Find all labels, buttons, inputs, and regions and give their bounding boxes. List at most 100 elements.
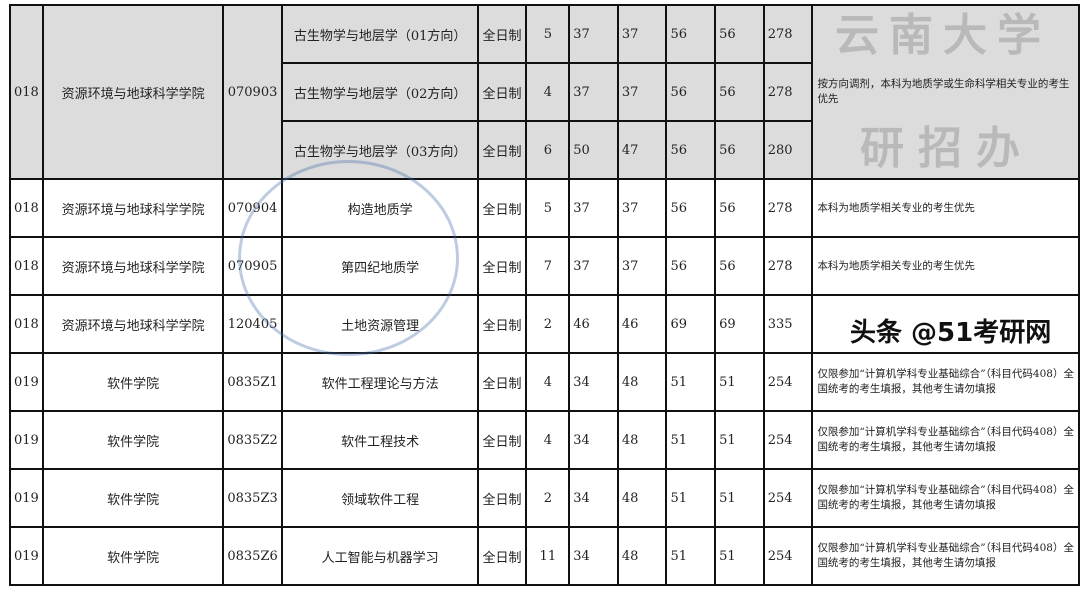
study-mode: 全日制 [477, 294, 528, 354]
remarks: 本科为地质学相关专业的考生优先 [811, 178, 1080, 238]
score-subject-1: 51 [665, 352, 717, 412]
table-row: 018 资源环境与地球科学学院 070905 第四纪地质学 全日制 7 37 37 56 56 27… [9, 236, 1080, 296]
score-subject-2: 56 [714, 4, 765, 64]
score-subject-2: 56 [714, 236, 765, 296]
table-row: 019 软件学院 0835Z2 软件工程技术 全日制 4 34 48 51 51 254 仅限参加“计… [9, 410, 1080, 470]
college-number: 018 [9, 294, 44, 354]
study-mode: 全日制 [477, 62, 528, 122]
score-subject-1: 51 [665, 410, 717, 470]
score-subject-2: 51 [714, 468, 765, 528]
college-number: 019 [9, 526, 44, 586]
major-code: 0835Z3 [222, 468, 283, 528]
major-name: 古生物学与地层学（03方向） [280, 120, 480, 180]
enrollment-plan: 11 [525, 526, 571, 586]
college-number: 019 [9, 410, 44, 470]
score-subject-2: 51 [714, 352, 765, 412]
score-total: 280 [762, 120, 814, 180]
enrollment-plan: 5 [525, 4, 571, 64]
major-name: 构造地质学 [280, 178, 480, 238]
college-number: 018 [9, 178, 44, 238]
college-number: 019 [9, 352, 44, 412]
remarks: 仅限参加“计算机学科专业基础综合”（科目代码408）全国统考的考生填报，其他考生… [811, 410, 1080, 470]
score-total: 254 [762, 526, 814, 586]
score-subject-1: 56 [665, 120, 717, 180]
major-name: 第四纪地质学 [280, 236, 480, 296]
score-foreign-language: 48 [616, 526, 668, 586]
score-subject-2: 51 [714, 526, 765, 586]
remarks [811, 294, 1080, 354]
enrollment-plan: 5 [525, 178, 571, 238]
score-total: 254 [762, 468, 814, 528]
study-mode: 全日制 [477, 352, 528, 412]
study-mode: 全日制 [477, 120, 528, 180]
admission-score-table: 018 资源环境与地球科学学院 070903 古生物学与地层学（01方向） 全日制 5 37… [9, 4, 1080, 586]
score-politics: 46 [568, 294, 619, 354]
score-politics: 37 [568, 62, 619, 122]
college-name: 软件学院 [41, 526, 225, 586]
major-code: 120405 [222, 294, 283, 354]
table-row: 019 软件学院 0835Z3 领域软件工程 全日制 2 34 48 51 51 254 仅限参加“计… [9, 468, 1080, 528]
college-name: 资源环境与地球科学学院 [41, 294, 225, 354]
score-foreign-language: 37 [616, 62, 668, 122]
remarks: 仅限参加“计算机学科专业基础综合”（科目代码408）全国统考的考生填报，其他考生… [811, 468, 1080, 528]
score-politics: 34 [568, 468, 619, 528]
score-total: 278 [762, 4, 814, 64]
major-code: 0835Z2 [222, 410, 283, 470]
major-name: 古生物学与地层学（02方向） [280, 62, 480, 122]
college-name: 软件学院 [41, 468, 225, 528]
major-name: 领域软件工程 [280, 468, 480, 528]
college-number: 019 [9, 468, 44, 528]
score-subject-1: 56 [665, 178, 717, 238]
score-foreign-language: 47 [616, 120, 668, 180]
enrollment-plan: 4 [525, 410, 571, 470]
college-number: 018 [9, 4, 44, 180]
enrollment-plan: 2 [525, 294, 571, 354]
score-subject-1: 56 [665, 62, 717, 122]
enrollment-plan: 7 [525, 236, 571, 296]
table-row: 古生物学与地层学（03方向） 全日制 6 50 47 56 56 280 [10, 120, 1079, 180]
remarks: 仅限参加“计算机学科专业基础综合”（科目代码408）全国统考的考生填报，其他考生… [811, 352, 1080, 412]
major-code: 070905 [222, 236, 283, 296]
score-subject-1: 51 [665, 468, 717, 528]
major-name: 土地资源管理 [280, 294, 480, 354]
major-code: 0835Z1 [222, 352, 283, 412]
score-subject-1: 69 [665, 294, 717, 354]
score-subject-2: 56 [714, 178, 765, 238]
major-code: 0835Z6 [222, 526, 283, 586]
score-foreign-language: 46 [616, 294, 668, 354]
score-subject-1: 56 [665, 236, 717, 296]
score-foreign-language: 48 [616, 352, 668, 412]
college-name: 资源环境与地球科学学院 [41, 4, 225, 180]
score-subject-2: 51 [714, 410, 765, 470]
college-name: 资源环境与地球科学学院 [41, 178, 225, 238]
table-row: 古生物学与地层学（02方向） 全日制 4 37 37 56 56 278 [10, 62, 1079, 122]
score-total: 335 [762, 294, 814, 354]
score-politics: 37 [568, 4, 619, 64]
score-foreign-language: 37 [616, 236, 668, 296]
enrollment-plan: 4 [525, 352, 571, 412]
college-number: 018 [9, 236, 44, 296]
remarks: 仅限参加“计算机学科专业基础综合”（科目代码408）全国统考的考生填报，其他考生… [811, 526, 1080, 586]
score-politics: 50 [568, 120, 619, 180]
study-mode: 全日制 [477, 468, 528, 528]
table-row: 019 软件学院 0835Z6 人工智能与机器学习 全日制 11 34 48 51 51 254 仅限… [9, 526, 1080, 586]
study-mode: 全日制 [477, 4, 528, 64]
enrollment-plan: 6 [525, 120, 571, 180]
score-subject-2: 56 [714, 120, 765, 180]
score-foreign-language: 37 [616, 178, 668, 238]
major-code: 070903 [222, 4, 283, 180]
score-foreign-language: 48 [616, 410, 668, 470]
score-total: 254 [762, 410, 814, 470]
college-name: 软件学院 [41, 410, 225, 470]
score-subject-1: 56 [665, 4, 717, 64]
major-name: 软件工程技术 [280, 410, 480, 470]
score-politics: 34 [568, 352, 619, 412]
study-mode: 全日制 [477, 526, 528, 586]
score-total: 278 [762, 62, 814, 122]
major-name: 人工智能与机器学习 [280, 526, 480, 586]
score-total: 278 [762, 236, 814, 296]
enrollment-plan: 2 [525, 468, 571, 528]
score-politics: 34 [568, 410, 619, 470]
remarks: 按方向调剂，本科为地质学或生命科学相关专业的考生优先 [811, 4, 1080, 180]
score-politics: 37 [568, 178, 619, 238]
